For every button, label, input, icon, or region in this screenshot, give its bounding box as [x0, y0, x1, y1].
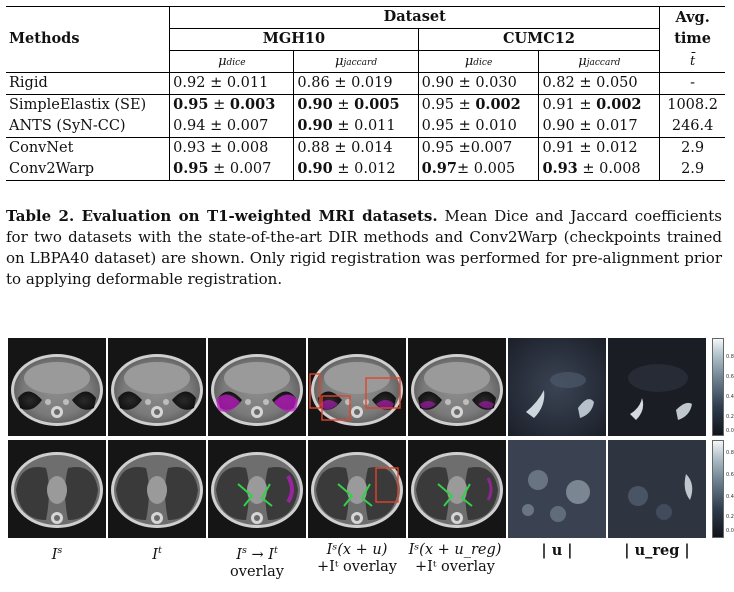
row-method: Rigid	[6, 72, 170, 95]
ct-reg-overlay-bottom	[408, 440, 506, 538]
colorbar-tick: 0.8	[726, 450, 734, 456]
label-flow: | u |	[541, 542, 573, 559]
sub-jaccard-cumc: μjaccard	[538, 50, 661, 73]
flow-reg-magnitude-bottom	[608, 440, 706, 538]
header-methods: Methods	[9, 30, 80, 48]
cell: 0.90 ± 0.030	[418, 72, 540, 95]
cell: 0.90 ± 0.012	[293, 159, 419, 181]
cell: 0.95 ± 0.010	[418, 116, 540, 138]
flow-reg-magnitude-top	[608, 338, 706, 436]
ct-warped-overlay-bottom	[308, 440, 406, 538]
cell: 2.9	[659, 159, 725, 181]
row-method: Conv2Warp	[6, 159, 170, 181]
results-table: Dataset Avg. Methods MGH10 CUMC12 time μ…	[6, 6, 725, 181]
ct-overlay-top	[208, 338, 306, 436]
cell: 0.93 ± 0.008	[538, 159, 661, 181]
row-method: ANTS (SyN-CC)	[9, 118, 126, 135]
group-cumc12: CUMC12	[418, 28, 661, 51]
sub-jaccard-mgh: μjaccard	[293, 50, 419, 73]
colorbar-tick: 0.6	[726, 472, 734, 478]
ct-source-bottom	[8, 440, 106, 538]
flow-magnitude-top	[508, 338, 606, 436]
colorbar-tick: 0.4	[726, 394, 734, 400]
label-overlay: Is → It overlay	[230, 545, 284, 580]
colorbar-tick: 0.2	[726, 514, 734, 520]
ct-reg-overlay-top	[408, 338, 506, 436]
header-dataset: Dataset	[169, 6, 661, 29]
cell: 0.94 ± 0.007	[169, 116, 295, 138]
caption-lead: Table 2. Evaluation on T1-weighted MRI d…	[6, 207, 438, 225]
header-time: time	[674, 30, 711, 48]
group-mgh10: MGH10	[169, 28, 419, 51]
cell: -	[659, 72, 725, 95]
ct-target-top	[108, 338, 206, 436]
label-source: Is	[51, 545, 63, 563]
colorbar-tick: 0.0	[726, 528, 734, 534]
colorbar-tick: 0.0	[726, 428, 734, 434]
cell: 0.92 ± 0.011	[169, 72, 295, 95]
label-flow-reg: | u_reg |	[624, 542, 690, 559]
colorbar-tick: 0.8	[726, 354, 734, 360]
cell: 246.4	[671, 118, 714, 135]
cell: 2.9	[659, 137, 725, 159]
cell: 0.95 ± 0.002	[418, 94, 540, 116]
cell: 0.90 ± 0.017	[538, 116, 661, 138]
cell: 0.86 ± 0.019	[293, 72, 419, 95]
ct-warped-overlay-top	[308, 338, 406, 436]
cell: 0.82 ± 0.050	[538, 72, 661, 95]
label-reg-overlay: Iˢ(x + u_reg) +Iᵗ overlay	[408, 542, 502, 575]
cell: 0.88 ± 0.014	[293, 137, 419, 159]
cell: 0.97± 0.005	[418, 159, 540, 181]
label-target: It	[152, 545, 162, 563]
cell: 0.90 ± 0.011	[293, 116, 419, 138]
row-method: ConvNet	[6, 137, 170, 159]
cell: 0.91 ± 0.012	[538, 137, 661, 159]
row-method: SimpleElastix (SE)	[6, 94, 170, 116]
colorbar-tick: 0.2	[726, 414, 734, 420]
sub-dice-cumc: μdice	[418, 50, 540, 73]
cell: 0.95 ± 0.003	[169, 94, 295, 116]
label-warped-overlay: Iˢ(x + u) +Iᵗ overlay	[317, 542, 397, 575]
cell: 0.95 ±0.007	[418, 137, 540, 159]
colorbar-top	[712, 338, 724, 436]
ct-source-top	[8, 338, 106, 436]
colorbar-tick: 0.4	[726, 494, 734, 500]
ct-target-bottom	[108, 440, 206, 538]
cell: 1008.2	[659, 94, 725, 116]
colorbar-bottom	[712, 440, 724, 538]
caption-body: Mean Dice and Jaccard coefficients for t…	[6, 207, 722, 288]
sub-dice-mgh: μdice	[169, 50, 295, 73]
cell: 0.90 ± 0.005	[293, 94, 419, 116]
header-methods-cell	[6, 7, 170, 29]
flow-magnitude-bottom	[508, 440, 606, 538]
header-t: t̄	[690, 53, 696, 69]
header-empty	[6, 51, 170, 73]
cell: 0.91 ± 0.002	[538, 94, 661, 116]
table-caption: Table 2. Evaluation on T1-weighted MRI d…	[6, 206, 722, 290]
colorbar-tick: 0.6	[726, 374, 734, 380]
cell: 0.95 ± 0.007	[169, 159, 295, 181]
cell: 0.93 ± 0.008	[169, 137, 295, 159]
ct-overlay-bottom	[208, 440, 306, 538]
header-avg: Avg.	[675, 8, 710, 26]
